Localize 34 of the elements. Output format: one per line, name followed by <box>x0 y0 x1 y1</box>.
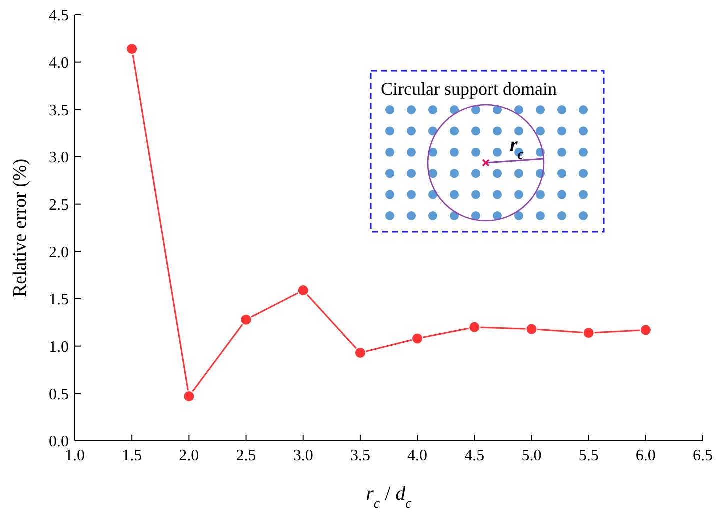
y-tick-label: 2.0 <box>49 244 69 262</box>
x-tick-label: 2.0 <box>179 447 200 464</box>
point <box>297 284 310 296</box>
x-tick-label: 4.5 <box>464 447 485 464</box>
y-tick-label: 3.0 <box>49 150 69 167</box>
y-tick-label: 3.5 <box>49 102 69 120</box>
annotation: r$_{c}$ <box>510 134 525 162</box>
x-tick-label: 4.0 <box>408 447 428 464</box>
annotation: Circular support domain <box>381 79 557 99</box>
x-tick-label: 1.5 <box>122 447 142 464</box>
x-tick-label: 3.5 <box>350 447 370 464</box>
y-tick-label: 4.0 <box>49 55 69 72</box>
point <box>468 321 481 334</box>
y-tick-label: 0.5 <box>49 386 69 404</box>
x-tick-label: 6.0 <box>636 447 656 464</box>
x-axis-title: r$_{c}$ / d$_{c}$ <box>366 483 413 512</box>
point <box>240 314 252 326</box>
y-tick-label: 1.0 <box>49 339 69 356</box>
point <box>412 332 424 345</box>
x-tick-label: 5.0 <box>522 447 542 464</box>
x-tick-label: 3.0 <box>293 447 314 464</box>
point <box>354 346 366 359</box>
y-tick-label: 2.5 <box>49 197 69 214</box>
point <box>526 323 538 336</box>
y-tick-label: 1.5 <box>49 292 69 309</box>
y-axis-title: Relative error (%) <box>10 158 31 298</box>
y-tick-label: 4.5 <box>49 8 69 25</box>
x-tick-label: 2.5 <box>236 447 256 464</box>
point <box>640 324 652 336</box>
point <box>126 43 138 56</box>
point <box>183 390 196 403</box>
point <box>582 327 595 340</box>
x-tick-label: 5.5 <box>578 447 599 464</box>
x-tick-label: 6.5 <box>693 447 713 464</box>
